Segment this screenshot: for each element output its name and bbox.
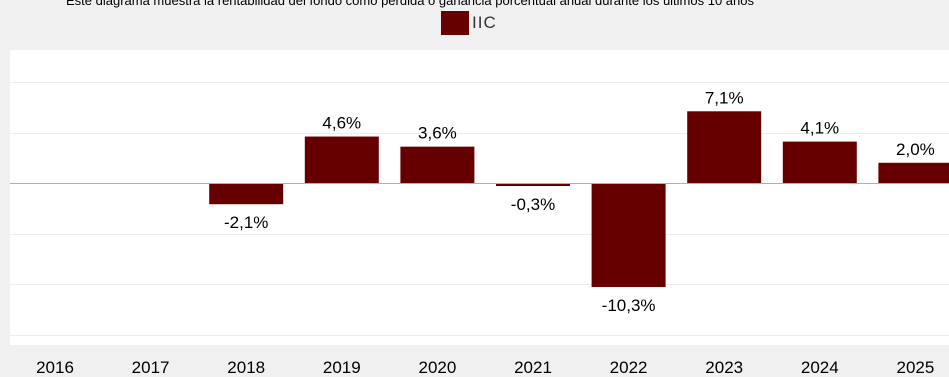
data-label-2020: 3,6% xyxy=(418,124,457,143)
value-labels: -2,1% 4,6% 3,6% -0,3% -10,3% 7,1% 4,1% 2,0% xyxy=(224,88,935,315)
data-label-2019: 4,6% xyxy=(322,114,361,133)
x-tick-2021: 2021 xyxy=(514,358,552,377)
data-label-2021: -0,3% xyxy=(511,195,555,214)
bar-2018 xyxy=(209,183,284,205)
data-label-2025: 2,0% xyxy=(896,140,935,159)
x-axis-tick-labels: 2016 2017 2018 2019 2020 2021 2022 2023 2024 2025 xyxy=(36,358,934,377)
x-tick-2019: 2019 xyxy=(323,358,361,377)
x-tick-2018: 2018 xyxy=(227,358,265,377)
bar-2019 xyxy=(304,136,379,183)
bars xyxy=(209,111,949,288)
x-tick-2017: 2017 xyxy=(132,358,170,377)
x-tick-2016: 2016 xyxy=(36,358,74,377)
legend-label-iic: IIC xyxy=(472,13,497,32)
legend-swatch xyxy=(441,11,469,35)
bar-2025 xyxy=(878,162,949,183)
x-tick-2022: 2022 xyxy=(610,358,648,377)
x-tick-2023: 2023 xyxy=(705,358,743,377)
data-label-2022: -10,3% xyxy=(602,296,656,315)
x-tick-2024: 2024 xyxy=(801,358,839,377)
bar-2021 xyxy=(496,183,570,187)
bar-2022 xyxy=(591,183,666,288)
data-label-2023: 7,1% xyxy=(705,88,744,107)
bar-2023 xyxy=(687,111,762,183)
chart-description: Este diagrama muestra la rentabilidad de… xyxy=(66,0,754,8)
plot-area xyxy=(10,50,949,345)
bar-2024 xyxy=(782,141,857,183)
legend: IIC xyxy=(441,11,497,35)
plot-background xyxy=(10,50,949,345)
x-tick-2025: 2025 xyxy=(896,358,934,377)
bar-2020 xyxy=(400,146,475,183)
data-label-2018: -2,1% xyxy=(224,213,268,232)
x-tick-2020: 2020 xyxy=(418,358,456,377)
gridlines xyxy=(10,82,949,336)
data-label-2024: 4,1% xyxy=(800,119,839,138)
